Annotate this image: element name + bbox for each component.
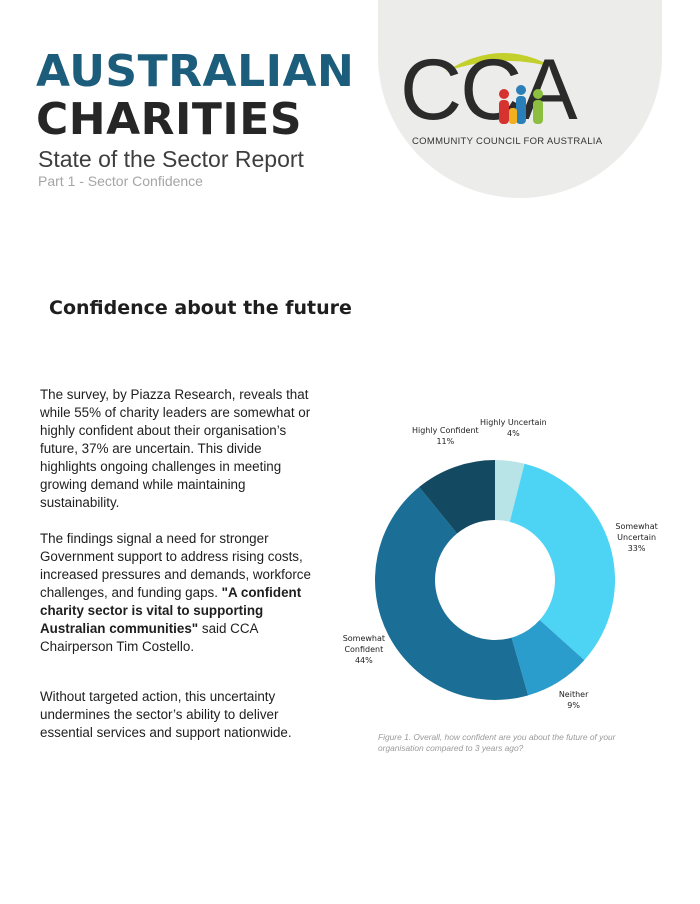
value-label: 4% bbox=[507, 429, 520, 439]
paragraph: The findings signal a need for stronger … bbox=[40, 530, 315, 656]
text: The survey, by Piazza Research, reveals … bbox=[40, 387, 311, 510]
category-label: Highly Uncertain bbox=[479, 418, 547, 428]
value-label: 11% bbox=[436, 436, 455, 446]
donut-segment bbox=[419, 460, 495, 534]
category-label: Neither bbox=[558, 690, 589, 700]
section-title: Confidence about the future bbox=[49, 297, 352, 319]
logo-arc bbox=[445, 52, 555, 72]
category-label: Somewhat Confident bbox=[342, 633, 386, 654]
title: AUSTRALIAN bbox=[36, 46, 355, 97]
text: Without targeted action, this uncertaint… bbox=[40, 689, 292, 740]
value-label: 33% bbox=[627, 543, 646, 553]
segment-label: Somewhat Confident 44% bbox=[324, 633, 404, 666]
logo-tagline: COMMUNITY COUNCIL FOR AUSTRALIA bbox=[412, 136, 603, 147]
title: CHARITIES bbox=[36, 94, 303, 145]
subtitle: State of the Sector Report bbox=[38, 146, 304, 172]
segment-label: Highly Confident 11% bbox=[405, 425, 485, 447]
part-label: Part 1 - Sector Confidence bbox=[38, 173, 203, 189]
text: The findings signal a need for stronger … bbox=[40, 531, 311, 600]
donut-segment bbox=[511, 620, 585, 696]
quote: "A confident charity sector is vital to … bbox=[40, 585, 302, 636]
category-label: Somewhat Uncertain bbox=[615, 521, 658, 542]
logo-letters: CCA bbox=[400, 42, 578, 138]
value-label: 44% bbox=[354, 655, 373, 665]
donut-segment bbox=[375, 487, 529, 700]
caption: Figure 1. Overall, how confident are you… bbox=[378, 732, 616, 753]
category-label: Highly Confident bbox=[411, 425, 479, 435]
paragraph: The survey, by Piazza Research, reveals … bbox=[40, 386, 315, 512]
text: said CCA Chairperson Tim Costello. bbox=[40, 621, 258, 654]
segment-label: Somewhat Uncertain 33% bbox=[597, 521, 677, 554]
segment-label: Highly Uncertain 4% bbox=[473, 417, 553, 439]
donut-segment bbox=[509, 463, 615, 661]
donut-segment bbox=[495, 460, 525, 522]
value-label: 9% bbox=[567, 701, 580, 711]
paragraph: Without targeted action, this uncertaint… bbox=[40, 688, 315, 742]
logo-people bbox=[499, 85, 543, 124]
segment-label: Neither 9% bbox=[534, 689, 614, 711]
